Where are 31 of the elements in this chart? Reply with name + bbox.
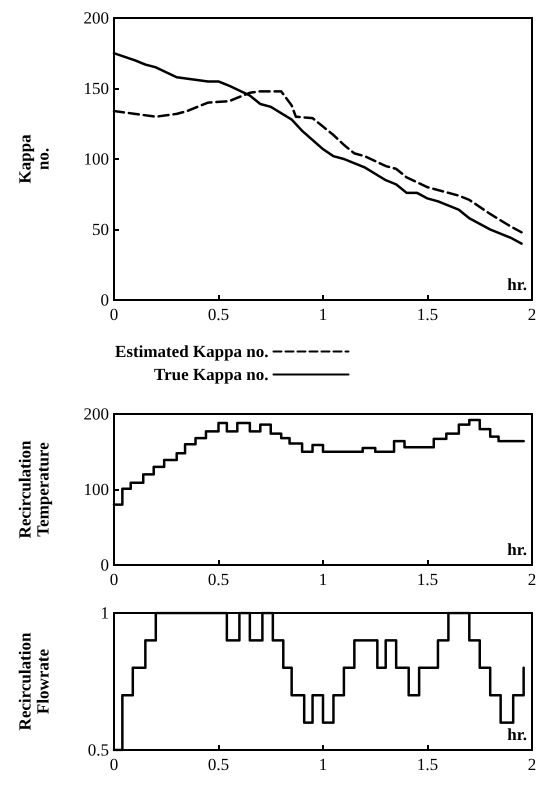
y-axis-title: Recirculation Temperature [16, 440, 52, 538]
x-tick-label: 1 [318, 570, 328, 589]
y-tick-label: 0 [100, 556, 109, 574]
x-tick-label: 0.5 [208, 570, 230, 589]
x-tick-label: 2 [528, 570, 536, 589]
x-tick-label: 0.5 [208, 305, 230, 324]
x-tick-label: 2 [528, 305, 536, 324]
legend-label: Estimated Kappa no. [115, 342, 268, 361]
annotation: hr. [507, 540, 528, 559]
y-tick-label: 1 [100, 604, 109, 622]
y-tick-label: 150 [84, 79, 109, 98]
y-tick-label: 50 [92, 220, 109, 239]
y-axis-title: Recirculation Flowrate [16, 632, 52, 730]
legend-label: True Kappa no. [154, 365, 268, 384]
y-tick-label: 100 [84, 480, 109, 499]
y-axis-title: Kappa no. [16, 134, 52, 184]
x-tick-label: 0.5 [208, 755, 230, 774]
x-tick-label: 1.5 [416, 755, 438, 774]
annotation: hr. [507, 725, 528, 744]
x-tick-label: 1 [318, 305, 328, 324]
x-tick-label: 1 [318, 755, 328, 774]
x-tick-label: 2 [528, 755, 536, 774]
y-tick-label: 0.5 [88, 740, 109, 760]
y-tick-label: 0 [100, 290, 109, 310]
x-tick-label: 1.5 [416, 570, 438, 589]
y-tick-label: 200 [84, 404, 109, 424]
x-tick-label: 1.5 [416, 305, 438, 324]
line-series [112, 52, 523, 245]
annotation: hr. [507, 275, 528, 294]
y-tick-label: 100 [84, 150, 109, 168]
y-tick-label: 200 [84, 8, 109, 28]
